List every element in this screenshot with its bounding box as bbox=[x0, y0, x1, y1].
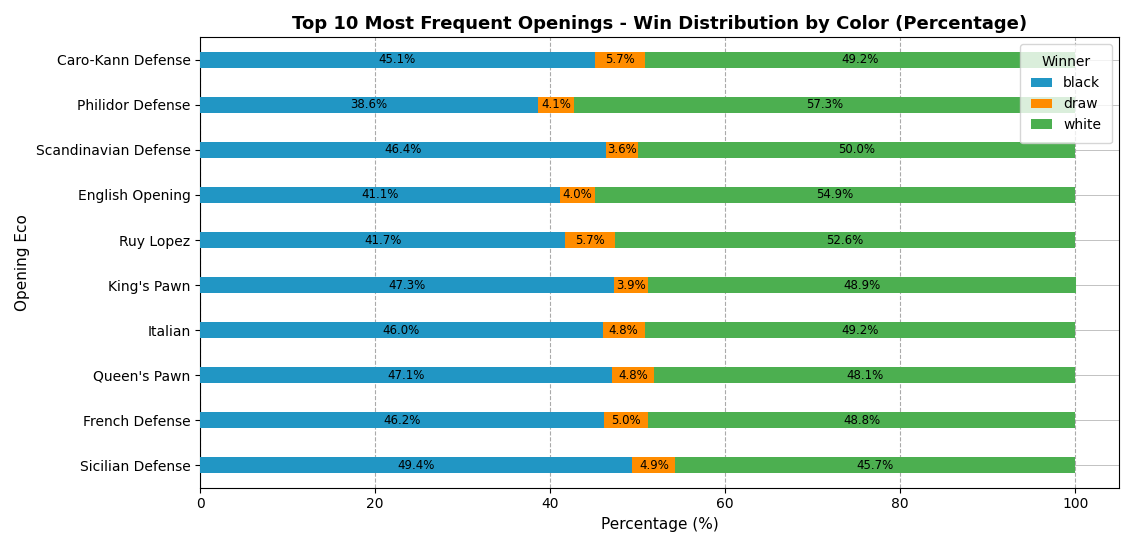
Bar bbox=[645, 322, 1075, 338]
Text: 49.4%: 49.4% bbox=[398, 459, 435, 472]
Bar bbox=[595, 187, 1075, 203]
Text: 46.0%: 46.0% bbox=[383, 324, 420, 336]
Text: 3.6%: 3.6% bbox=[607, 143, 637, 156]
Bar bbox=[201, 457, 633, 473]
Bar bbox=[538, 97, 574, 113]
Legend: black, draw, white: black, draw, white bbox=[1019, 44, 1112, 143]
Text: 54.9%: 54.9% bbox=[816, 189, 854, 201]
Text: 41.7%: 41.7% bbox=[364, 234, 401, 247]
Text: 49.2%: 49.2% bbox=[841, 324, 879, 336]
Bar bbox=[604, 412, 649, 428]
Text: 4.1%: 4.1% bbox=[541, 98, 570, 112]
Text: 45.7%: 45.7% bbox=[856, 459, 894, 472]
Bar bbox=[560, 187, 595, 203]
Title: Top 10 Most Frequent Openings - Win Distribution by Color (Percentage): Top 10 Most Frequent Openings - Win Dist… bbox=[293, 15, 1027, 33]
Bar bbox=[201, 322, 602, 338]
Bar bbox=[633, 457, 676, 473]
Text: 38.6%: 38.6% bbox=[350, 98, 388, 112]
Text: 45.1%: 45.1% bbox=[379, 54, 416, 66]
Bar bbox=[201, 277, 615, 293]
Bar bbox=[649, 412, 1075, 428]
Text: 48.1%: 48.1% bbox=[846, 369, 883, 382]
Text: 5.0%: 5.0% bbox=[611, 414, 641, 427]
Text: 4.8%: 4.8% bbox=[618, 369, 649, 382]
Text: 50.0%: 50.0% bbox=[838, 143, 875, 156]
Text: 3.9%: 3.9% bbox=[616, 278, 646, 292]
Bar bbox=[654, 367, 1075, 383]
Text: 52.6%: 52.6% bbox=[827, 234, 864, 247]
Bar bbox=[574, 97, 1075, 113]
Text: 5.7%: 5.7% bbox=[575, 234, 604, 247]
Bar bbox=[201, 367, 612, 383]
Text: 46.2%: 46.2% bbox=[383, 414, 421, 427]
Text: 48.9%: 48.9% bbox=[844, 278, 881, 292]
Text: 47.3%: 47.3% bbox=[389, 278, 425, 292]
Bar bbox=[612, 367, 654, 383]
Text: 49.2%: 49.2% bbox=[841, 54, 879, 66]
Bar bbox=[649, 277, 1076, 293]
Bar bbox=[201, 187, 560, 203]
Bar bbox=[201, 97, 538, 113]
Text: 48.8%: 48.8% bbox=[844, 414, 880, 427]
X-axis label: Percentage (%): Percentage (%) bbox=[601, 517, 719, 532]
Bar bbox=[676, 457, 1075, 473]
Bar bbox=[602, 322, 645, 338]
Text: 5.7%: 5.7% bbox=[604, 54, 635, 66]
Bar bbox=[201, 52, 595, 68]
Bar bbox=[565, 232, 615, 248]
Bar bbox=[615, 232, 1075, 248]
Text: 47.1%: 47.1% bbox=[388, 369, 425, 382]
Text: 4.8%: 4.8% bbox=[609, 324, 638, 336]
Bar bbox=[607, 142, 637, 158]
Text: 41.1%: 41.1% bbox=[362, 189, 399, 201]
Bar bbox=[645, 52, 1075, 68]
Bar bbox=[201, 142, 607, 158]
Y-axis label: Opening Eco: Opening Eco bbox=[15, 214, 29, 311]
Bar bbox=[595, 52, 645, 68]
Bar bbox=[201, 232, 565, 248]
Bar bbox=[201, 412, 604, 428]
Text: 4.0%: 4.0% bbox=[562, 189, 592, 201]
Text: 4.9%: 4.9% bbox=[638, 459, 669, 472]
Text: 57.3%: 57.3% bbox=[806, 98, 843, 112]
Bar bbox=[615, 277, 649, 293]
Text: 46.4%: 46.4% bbox=[384, 143, 422, 156]
Bar bbox=[637, 142, 1075, 158]
